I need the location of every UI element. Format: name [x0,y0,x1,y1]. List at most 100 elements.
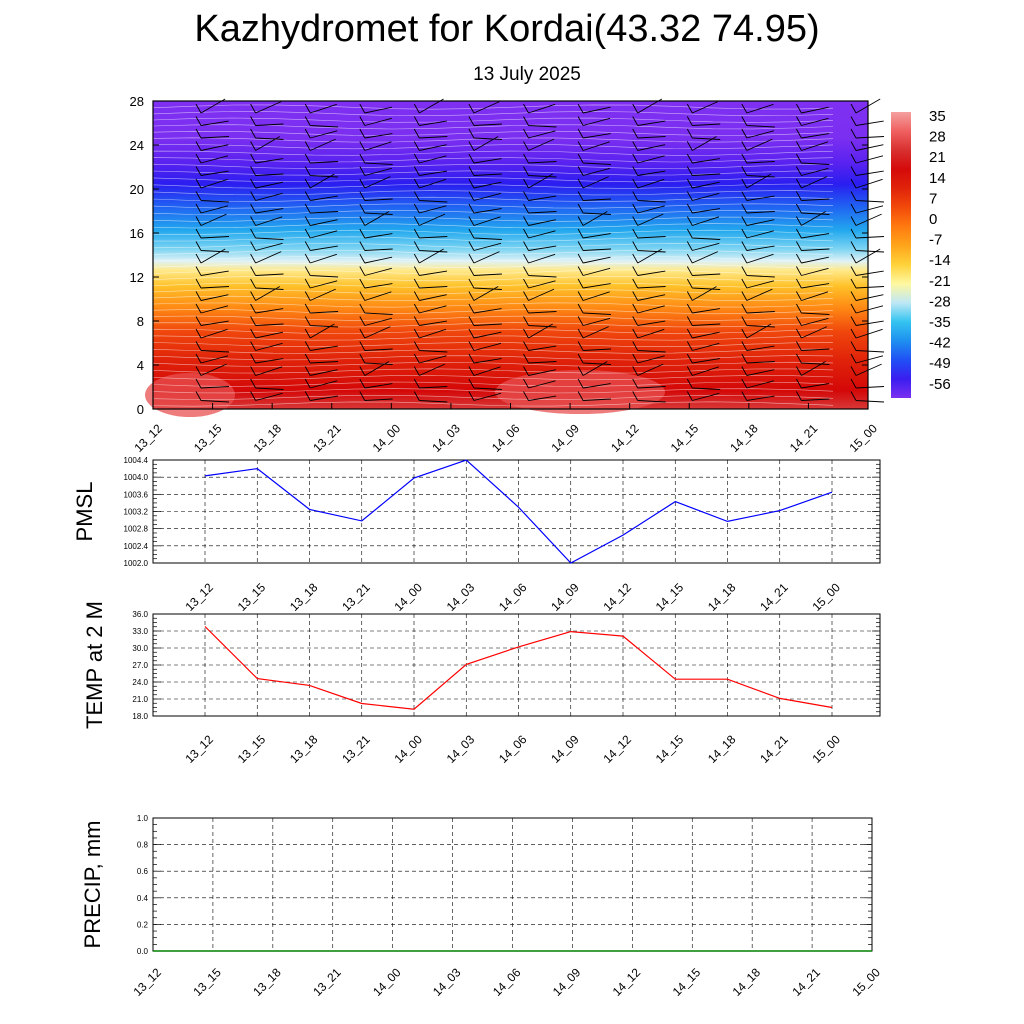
y-tick-label: 30.0 [132,644,148,653]
y-axis-label: TEMP at 2 M [82,601,107,729]
wind-barb [250,153,284,164]
x-tick-label: 13_15 [191,421,225,455]
wind-barb [250,251,282,264]
wind-barb [686,353,720,364]
wind-barb [359,191,393,201]
wind-barb [250,328,284,339]
contour-line [152,243,834,249]
wind-barb [632,378,666,389]
wind-barb [741,288,773,301]
wind-barb [796,166,829,176]
wind-barb [686,203,720,214]
x-tick-label: 14_18 [727,421,761,455]
wind-barb [195,213,227,226]
contour-line [152,111,834,117]
wind-barb [359,153,393,165]
wind-barb [850,213,882,226]
wind-barb [468,316,502,326]
wind-barb [686,153,720,164]
contour-line [152,342,834,348]
wind-barb [741,216,775,226]
wind-barb [796,141,829,151]
wind-barb [304,228,338,239]
wind-barb [250,178,284,189]
wind-barb [577,116,611,126]
wind-barb [632,191,666,203]
wind-barb [250,116,284,126]
wind-barb [468,391,502,401]
wind-barb [250,391,283,401]
wind-barb [523,341,557,351]
x-tick-label: 13_21 [310,965,344,999]
wind-barb [796,378,830,389]
wind-barb [796,103,829,114]
wind-barb [523,138,555,151]
y-tick-label: 12 [130,270,144,285]
contour-line [152,229,834,235]
wind-barb [796,191,830,201]
wind-barb [523,323,553,339]
wind-barb [686,241,720,251]
contour-line [152,183,834,189]
contour-line [152,104,834,110]
wind-barb [577,253,611,264]
wind-barb [195,128,230,139]
wind-barb [632,316,666,326]
x-tick-label: 14_09 [549,421,583,455]
wind-barb [304,266,339,278]
wind-barb [796,128,830,139]
wind-barb [577,176,609,189]
wind-barb [523,316,557,328]
wind-barb [413,241,448,253]
wind-barb [359,266,392,276]
wind-barb [686,278,721,290]
wind-barb [468,228,502,240]
colorbar-label: 7 [929,190,937,207]
wind-barb [359,166,392,176]
wind-barb [304,128,338,139]
contour-line [152,117,834,123]
y-tick-label: 16 [130,226,144,241]
wind-barb [741,353,775,364]
wind-barb [250,101,282,114]
wind-barb [632,391,666,403]
wind-barb [304,103,337,114]
wind-barb [850,316,884,326]
wind-barb [523,153,557,164]
y-tick-label: 28 [130,94,144,109]
wind-barb [250,191,283,201]
wind-barb [250,166,284,176]
wind-barb [577,191,612,201]
wind-barb [741,278,775,289]
x-tick-label: 15_00 [809,580,843,614]
wind-barb [796,326,828,339]
wind-barb [359,278,393,289]
page-title: Kazhydromet for Kordai(43.32 74.95) [194,8,820,50]
wind-barb [632,353,665,364]
wind-barb [359,203,393,215]
wind-barb [359,116,392,126]
wind-barb [796,391,830,401]
x-tick-label: 14_03 [444,580,478,614]
x-tick-label: 14_12 [610,965,644,999]
wind-barb [250,228,284,240]
wind-barb [850,228,885,239]
wind-barb [195,291,229,301]
wind-barb [686,178,720,189]
wind-barb [468,203,502,214]
wind-barb [304,353,339,364]
wind-barb [359,211,390,226]
wind-barb [632,166,666,176]
wind-barb [577,326,609,339]
y-tick-label: 1004.4 [124,456,149,465]
wind-barb [741,241,775,251]
x-tick-label: 14_00 [391,732,425,766]
y-axis-label: PMSL [72,482,97,542]
wind-barb [632,291,666,301]
wind-barb [359,128,393,139]
wind-barb [250,241,283,251]
wind-barb [577,291,610,301]
wind-barb [577,203,612,215]
x-tick-label: 13_18 [251,421,285,455]
x-tick-label: 13_15 [190,965,224,999]
